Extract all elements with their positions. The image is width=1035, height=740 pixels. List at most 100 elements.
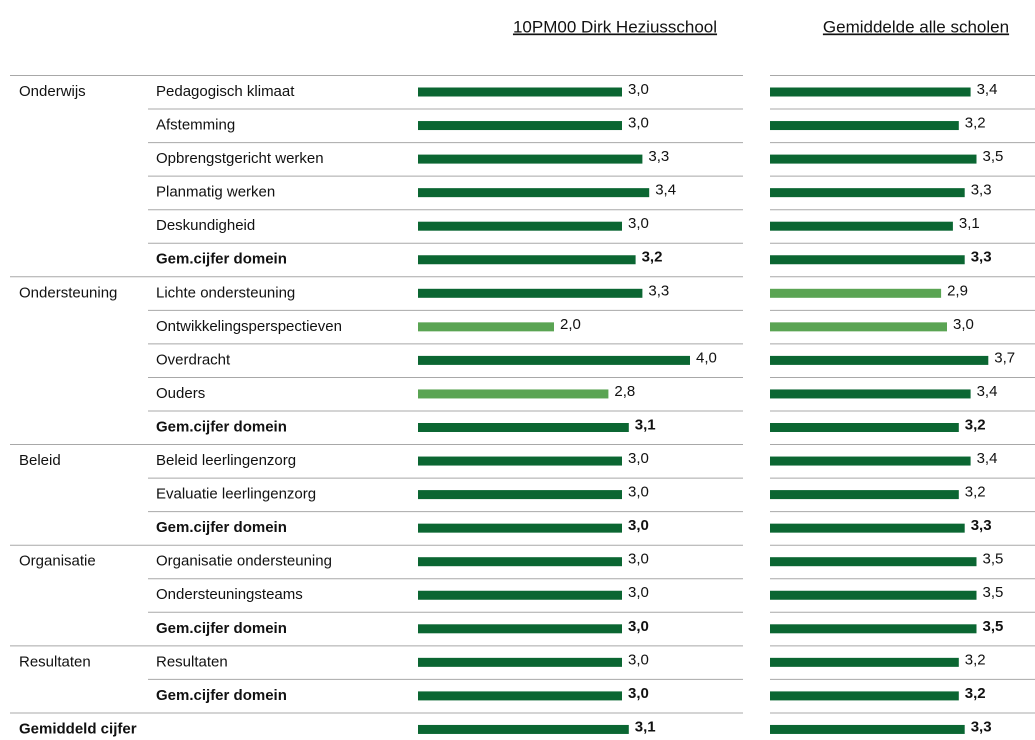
value-label: 3,5 bbox=[983, 551, 1004, 568]
value-label: 4,0 bbox=[696, 349, 717, 366]
value-label: 3,3 bbox=[971, 517, 992, 534]
bar bbox=[418, 624, 622, 634]
bar bbox=[770, 724, 965, 734]
row-label: Gem.cijfer domein bbox=[156, 620, 287, 637]
value-label: 3,0 bbox=[953, 316, 974, 333]
value-label: 3,2 bbox=[965, 651, 986, 668]
bar bbox=[418, 355, 690, 365]
value-label: 3,0 bbox=[628, 215, 649, 232]
bar bbox=[770, 490, 959, 500]
bar bbox=[418, 657, 622, 667]
value-label: 3,0 bbox=[628, 618, 649, 635]
value-label: 3,4 bbox=[977, 81, 998, 98]
row-label: Ouders bbox=[156, 385, 205, 402]
bar bbox=[770, 389, 971, 399]
bar bbox=[770, 355, 989, 365]
bar bbox=[770, 624, 977, 634]
row-label: Opbrengstgericht werken bbox=[156, 150, 324, 167]
domain-label: Beleid bbox=[19, 452, 61, 469]
value-label: 3,0 bbox=[628, 685, 649, 702]
value-label: 3,0 bbox=[628, 115, 649, 132]
value-label: 3,2 bbox=[642, 249, 663, 266]
value-label: 3,3 bbox=[971, 182, 992, 199]
row-label: Gem.cijfer domein bbox=[156, 251, 287, 268]
row-label: Pedagogisch klimaat bbox=[156, 83, 295, 100]
value-label: 3,7 bbox=[994, 349, 1015, 366]
value-label: 3,2 bbox=[965, 484, 986, 501]
row-label: Gem.cijfer domein bbox=[156, 418, 287, 435]
domain-label: Onderwijs bbox=[19, 83, 86, 100]
value-label: 3,5 bbox=[983, 148, 1004, 165]
bar bbox=[770, 691, 959, 701]
bar bbox=[418, 389, 609, 399]
bar bbox=[770, 590, 977, 600]
bar bbox=[418, 188, 650, 198]
value-label: 3,0 bbox=[628, 517, 649, 534]
bar bbox=[770, 221, 953, 231]
value-label: 3,5 bbox=[983, 618, 1004, 635]
value-label: 3,1 bbox=[959, 215, 980, 232]
bar bbox=[418, 490, 622, 500]
value-label: 3,4 bbox=[977, 450, 998, 467]
bar bbox=[418, 121, 622, 131]
bar bbox=[418, 322, 554, 332]
column-header: 10PM00 Dirk Heziusschool bbox=[513, 17, 717, 36]
bar bbox=[770, 154, 977, 164]
value-label: 3,0 bbox=[628, 551, 649, 568]
value-label: 3,0 bbox=[628, 584, 649, 601]
value-label: 3,1 bbox=[635, 416, 656, 433]
domain-label: Resultaten bbox=[19, 653, 91, 670]
value-label: 3,3 bbox=[971, 249, 992, 266]
value-label: 3,1 bbox=[635, 718, 656, 735]
row-label: Afstemming bbox=[156, 117, 235, 134]
value-label: 3,2 bbox=[965, 416, 986, 433]
bar bbox=[418, 288, 643, 298]
bar bbox=[418, 456, 622, 466]
bar bbox=[770, 87, 971, 97]
value-label: 3,3 bbox=[648, 148, 669, 165]
value-label: 2,9 bbox=[947, 282, 968, 299]
domain-label: Ondersteuning bbox=[19, 284, 117, 301]
row-label: Ondersteuningsteams bbox=[156, 586, 303, 603]
bar bbox=[418, 691, 622, 701]
bar bbox=[418, 590, 622, 600]
value-label: 3,0 bbox=[628, 651, 649, 668]
row-label: Overdracht bbox=[156, 351, 231, 368]
value-label: 3,2 bbox=[965, 685, 986, 702]
bar bbox=[418, 557, 622, 567]
bar bbox=[770, 657, 959, 667]
bar bbox=[770, 523, 965, 533]
value-label: 2,8 bbox=[614, 383, 635, 400]
row-label: Gem.cijfer domein bbox=[156, 687, 287, 704]
row-label: Gem.cijfer domein bbox=[156, 519, 287, 536]
value-label: 3,3 bbox=[971, 718, 992, 735]
value-label: 3,5 bbox=[983, 584, 1004, 601]
row-label: Planmatig werken bbox=[156, 184, 275, 201]
value-label: 3,4 bbox=[977, 383, 998, 400]
value-label: 3,4 bbox=[655, 182, 676, 199]
bar bbox=[418, 255, 636, 265]
domain-label: Gemiddeld cijfer bbox=[19, 720, 137, 737]
row-label: Ontwikkelingsperspectieven bbox=[156, 318, 342, 335]
column-header: Gemiddelde alle scholen bbox=[823, 17, 1009, 36]
value-label: 3,0 bbox=[628, 450, 649, 467]
bar bbox=[770, 557, 977, 567]
bar bbox=[418, 523, 622, 533]
domain-label: Organisatie bbox=[19, 553, 96, 570]
value-label: 3,3 bbox=[648, 282, 669, 299]
row-label: Evaluatie leerlingenzorg bbox=[156, 486, 316, 503]
bar bbox=[418, 154, 643, 164]
row-label: Deskundigheid bbox=[156, 217, 255, 234]
row-label: Lichte ondersteuning bbox=[156, 284, 295, 301]
bar bbox=[770, 322, 947, 332]
bar bbox=[770, 288, 942, 298]
bar bbox=[770, 188, 965, 198]
bar bbox=[770, 121, 959, 131]
bar bbox=[770, 456, 971, 466]
value-label: 3,0 bbox=[628, 484, 649, 501]
bar bbox=[418, 423, 629, 432]
row-label: Beleid leerlingenzorg bbox=[156, 452, 296, 469]
row-label: Resultaten bbox=[156, 653, 228, 670]
bar bbox=[770, 423, 959, 432]
